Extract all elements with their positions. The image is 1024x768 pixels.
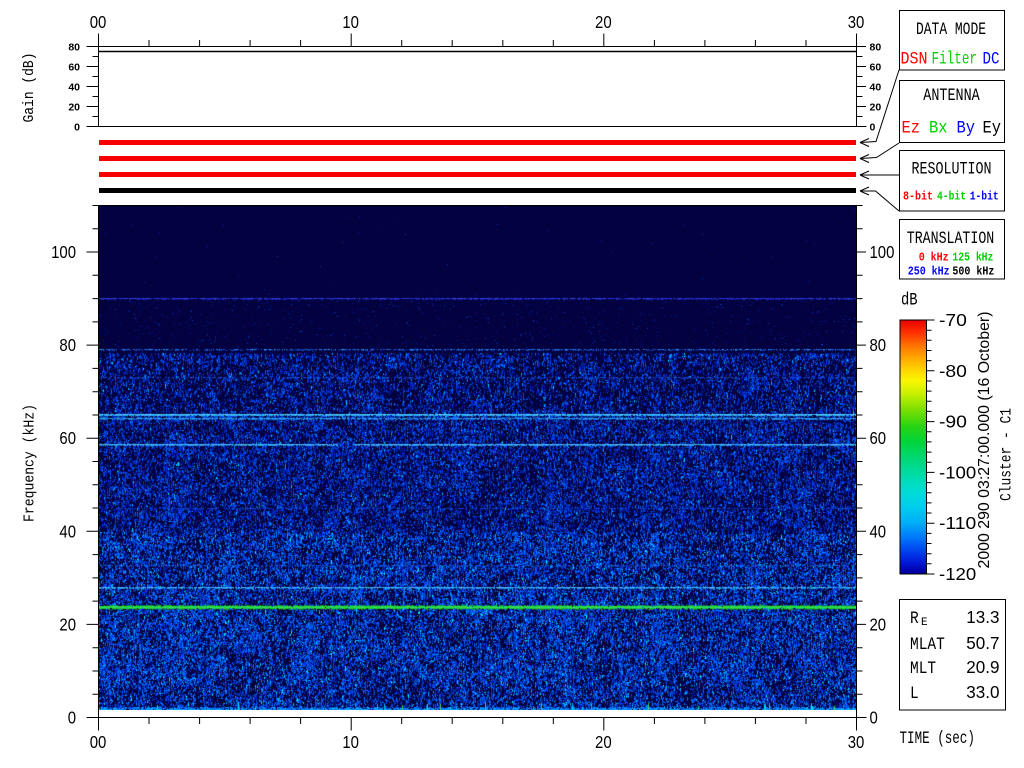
svg-text:30: 30: [848, 732, 865, 752]
svg-text:20: 20: [595, 12, 612, 32]
svg-text:TIME (sec): TIME (sec): [900, 729, 975, 749]
svg-text:MLT: MLT: [910, 659, 936, 679]
svg-text:Ez: Ez: [902, 119, 921, 139]
svg-text:0: 0: [68, 708, 77, 728]
svg-text:100: 100: [870, 242, 895, 262]
svg-text:20: 20: [68, 102, 80, 114]
svg-text:By: By: [957, 119, 976, 139]
svg-text:ANTENNA: ANTENNA: [923, 86, 980, 106]
svg-text:60: 60: [59, 428, 76, 448]
svg-text:33.0: 33.0: [966, 682, 999, 702]
svg-text:20: 20: [59, 614, 76, 634]
svg-text:125 kHz: 125 kHz: [952, 252, 993, 265]
svg-text:L: L: [910, 684, 919, 704]
svg-text:-70: -70: [939, 310, 967, 330]
svg-text:60: 60: [68, 62, 80, 74]
svg-text:13.3: 13.3: [966, 607, 999, 627]
svg-text:40: 40: [59, 521, 76, 541]
svg-text:RESOLUTION: RESOLUTION: [912, 160, 992, 180]
svg-text:30: 30: [848, 12, 865, 32]
svg-text:TRANSLATION: TRANSLATION: [907, 229, 995, 249]
svg-text:R: R: [910, 609, 919, 629]
svg-text:00: 00: [90, 732, 107, 752]
svg-text:50.7: 50.7: [966, 633, 999, 653]
svg-text:Filter: Filter: [932, 50, 978, 70]
svg-text:Ey: Ey: [983, 119, 1002, 139]
svg-text:00: 00: [90, 12, 107, 32]
svg-text:Gain (dB): Gain (dB): [22, 53, 38, 123]
svg-text:8-bit: 8-bit: [903, 191, 933, 204]
svg-text:0: 0: [870, 122, 876, 134]
svg-text:-100: -100: [939, 462, 976, 482]
svg-text:250 kHz: 250 kHz: [908, 266, 950, 279]
svg-text:-120: -120: [939, 564, 976, 584]
svg-text:80: 80: [59, 335, 76, 355]
svg-text:dB: dB: [901, 291, 918, 311]
svg-text:40: 40: [68, 82, 80, 94]
svg-text:Frequency (kHz): Frequency (kHz): [23, 404, 39, 522]
svg-text:-80: -80: [939, 361, 967, 381]
svg-text:500 kHz: 500 kHz: [952, 266, 994, 279]
svg-text:20: 20: [870, 614, 887, 634]
svg-text:Cluster - C1: Cluster - C1: [998, 408, 1016, 501]
svg-text:20.9: 20.9: [966, 657, 999, 677]
svg-text:2000 290 03:27:00.000 (16 Octo: 2000 290 03:27:00.000 (16 October): [976, 312, 993, 569]
svg-text:DC: DC: [983, 50, 1000, 70]
svg-text:80: 80: [870, 42, 882, 54]
svg-text:DATA MODE: DATA MODE: [916, 20, 986, 40]
svg-text:10: 10: [342, 732, 359, 752]
svg-text:-110: -110: [939, 513, 976, 533]
svg-text:10: 10: [342, 12, 359, 32]
svg-text:E: E: [921, 617, 928, 629]
svg-text:4-bit: 4-bit: [937, 191, 966, 204]
svg-text:0: 0: [74, 122, 80, 134]
svg-text:100: 100: [51, 242, 76, 262]
svg-text:40: 40: [870, 521, 887, 541]
svg-text:DSN: DSN: [901, 50, 928, 70]
svg-text:60: 60: [870, 62, 882, 74]
svg-text:20: 20: [595, 732, 612, 752]
svg-text:20: 20: [870, 102, 882, 114]
svg-text:-90: -90: [939, 412, 967, 432]
svg-text:80: 80: [870, 335, 887, 355]
svg-text:80: 80: [68, 42, 80, 54]
svg-text:0 kHz: 0 kHz: [919, 252, 949, 265]
svg-text:40: 40: [870, 82, 882, 94]
svg-text:MLAT: MLAT: [910, 635, 945, 655]
svg-text:60: 60: [870, 428, 887, 448]
svg-text:1-bit: 1-bit: [970, 191, 999, 204]
svg-text:Bx: Bx: [929, 119, 948, 139]
svg-text:0: 0: [870, 708, 879, 728]
